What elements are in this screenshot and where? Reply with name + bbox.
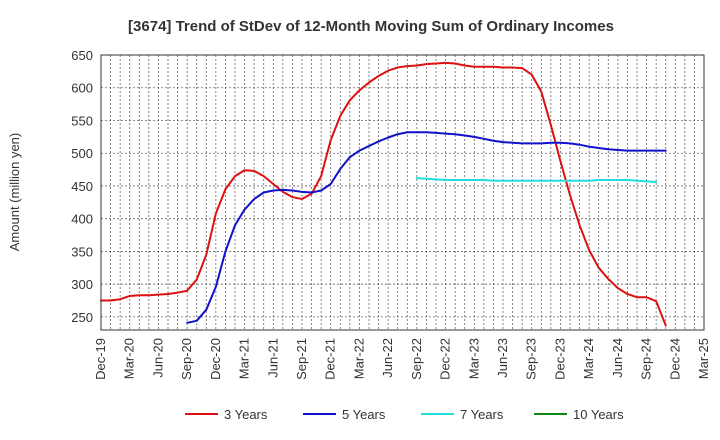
legend-label-2: 7 Years (460, 407, 504, 422)
x-tick-label-20: Dec-24 (667, 338, 682, 380)
x-tick-label-1: Mar-20 (122, 338, 137, 379)
grid-lines (100, 54, 705, 330)
x-tick-label-15: Sep-23 (524, 338, 539, 380)
series-line-1 (186, 131, 667, 324)
x-tick-label-7: Sep-21 (294, 338, 309, 380)
y-tick-label-5: 500 (71, 146, 93, 161)
x-tick-label-17: Mar-24 (581, 338, 596, 379)
x-tick-label-12: Dec-22 (438, 338, 453, 380)
y-tick-label-0: 250 (71, 310, 93, 325)
legend: 3 Years 5 Years 7 Years 10 Years (185, 407, 624, 422)
series-lines (100, 61, 667, 327)
y-tick-label-6: 550 (71, 113, 93, 128)
y-tick-label-3: 400 (71, 212, 93, 227)
y-tick-label-1: 300 (71, 277, 93, 292)
x-tick-label-19: Sep-24 (639, 338, 654, 380)
plot-area (101, 55, 704, 330)
legend-label-3: 10 Years (573, 407, 624, 422)
series-line-2 (415, 177, 658, 184)
x-tick-label-11: Sep-22 (409, 338, 424, 380)
x-tick-label-13: Mar-23 (466, 338, 481, 379)
x-axis-ticks: Dec-19 Mar-20 Jun-20 Sep-20 Dec-20 Mar-21 Jun-… (93, 338, 711, 380)
y-axis-ticks: 250 300 350 400 450 500 550 600 650 (71, 48, 93, 325)
y-tick-label-4: 450 (71, 179, 93, 194)
plot-frame (100, 54, 705, 331)
x-tick-label-9: Mar-22 (351, 338, 366, 379)
x-tick-label-0: Dec-19 (93, 338, 108, 380)
x-tick-label-18: Jun-24 (610, 338, 625, 378)
x-tick-label-2: Jun-20 (150, 338, 165, 378)
y-tick-label-7: 600 (71, 81, 93, 96)
x-tick-label-14: Jun-23 (495, 338, 510, 378)
y-tick-label-8: 650 (71, 48, 93, 63)
series-line-0 (100, 61, 667, 327)
x-tick-label-6: Jun-21 (265, 338, 280, 378)
x-tick-label-3: Sep-20 (179, 338, 194, 380)
x-tick-label-16: Dec-23 (552, 338, 567, 380)
x-tick-label-21: Mar-25 (696, 338, 711, 379)
legend-label-1: 5 Years (342, 407, 386, 422)
y-tick-label-2: 350 (71, 244, 93, 259)
chart-title: [3674] Trend of StDev of 12-Month Moving… (128, 18, 614, 35)
legend-label-0: 3 Years (224, 407, 268, 422)
y-axis-label: Amount (million yen) (7, 133, 22, 252)
x-tick-label-10: Jun-22 (380, 338, 395, 378)
x-tick-label-8: Dec-21 (323, 338, 338, 380)
x-tick-label-4: Dec-20 (208, 338, 223, 380)
x-tick-label-5: Mar-21 (237, 338, 252, 379)
